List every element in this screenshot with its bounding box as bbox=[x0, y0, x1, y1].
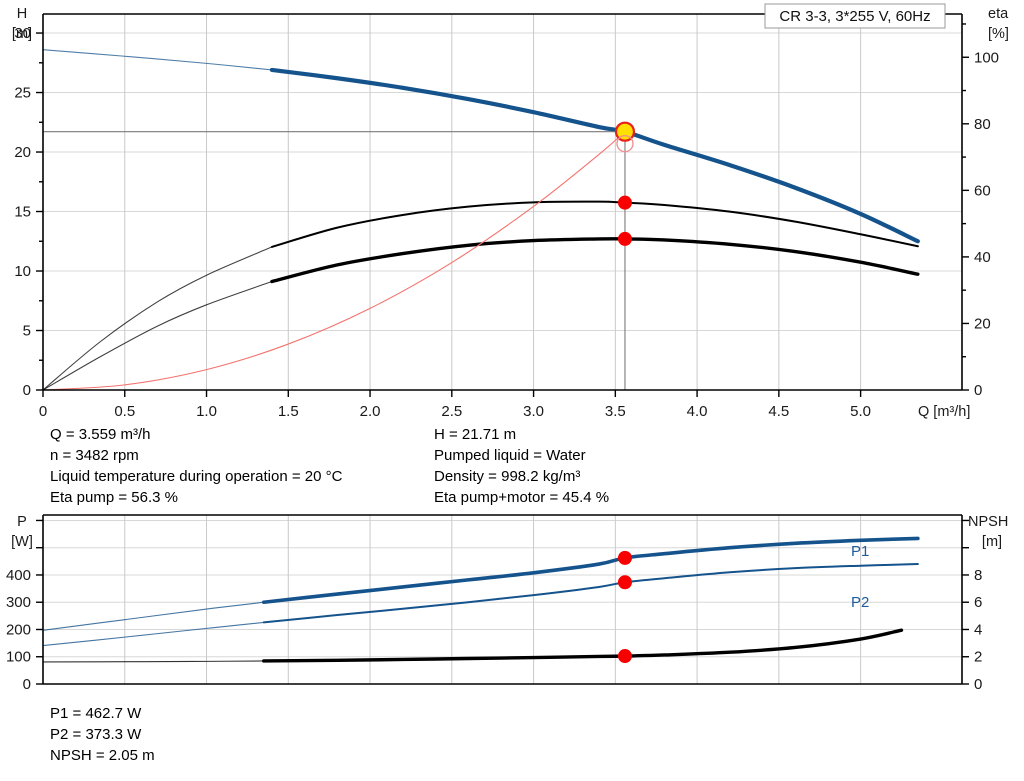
operating-info-line-1: Q = 3.559 m³/h bbox=[50, 426, 151, 443]
svg-text:2: 2 bbox=[974, 649, 982, 666]
eta-pump-point bbox=[617, 195, 632, 210]
svg-text:H: H bbox=[17, 6, 27, 22]
p2-curve-label: P2 bbox=[851, 594, 869, 611]
bottom-curve-labels: P1 P2 bbox=[851, 543, 869, 611]
head-efficiency-chart: 0 5 10 15 20 25 30 0 20 40 60 80 100 0 0.5 1.0 1.5 2.0 2.5… bbox=[12, 3, 1009, 420]
curve-p2 bbox=[42, 563, 919, 647]
svg-text:[m]: [m] bbox=[12, 26, 32, 42]
svg-text:8: 8 bbox=[974, 567, 982, 584]
svg-text:15: 15 bbox=[14, 204, 31, 221]
bottom-markers bbox=[617, 550, 632, 664]
svg-text:300: 300 bbox=[6, 594, 31, 611]
svg-text:40: 40 bbox=[974, 249, 991, 266]
operating-info-line-4: Eta pump = 56.3 % bbox=[50, 489, 178, 506]
chart-title-text: CR 3-3, 3*255 V, 60Hz bbox=[779, 8, 930, 25]
svg-text:3.0: 3.0 bbox=[523, 403, 544, 420]
top-ticks: 0 5 10 15 20 25 30 0 20 40 60 80 100 0 0.5 1.0 1.5 2.0 2.5… bbox=[14, 23, 999, 420]
duty-guidelines bbox=[43, 131, 626, 390]
svg-text:6: 6 bbox=[974, 594, 982, 611]
operating-info-line-3: Liquid temperature during operation = 20… bbox=[50, 468, 343, 485]
svg-text:5: 5 bbox=[23, 323, 31, 340]
operating-info-line-2: Pumped liquid = Water bbox=[434, 447, 586, 464]
p2-point bbox=[617, 575, 632, 590]
svg-text:10: 10 bbox=[14, 263, 31, 280]
svg-text:1.5: 1.5 bbox=[278, 403, 299, 420]
top-markers bbox=[614, 121, 636, 246]
svg-text:100: 100 bbox=[974, 49, 999, 66]
svg-text:NPSH: NPSH bbox=[968, 514, 1008, 530]
svg-text:0: 0 bbox=[23, 382, 31, 399]
operating-info-line-1: H = 21.71 m bbox=[434, 426, 517, 443]
bottom-axis-labels: P [W] NPSH [m] bbox=[11, 514, 1008, 550]
svg-text:[%]: [%] bbox=[988, 26, 1009, 42]
svg-text:200: 200 bbox=[6, 621, 31, 638]
curve-p1 bbox=[42, 536, 920, 631]
power-npsh-chart: 0 100 200 300 400 0 2 4 6 8 P [W] NPSH [m] P1 P2 bbox=[6, 514, 1008, 693]
svg-text:[W]: [W] bbox=[11, 534, 33, 550]
power-info: P1 = 462.7 W P2 = 373.3 W NPSH = 2.05 m bbox=[50, 703, 155, 766]
svg-text:4.5: 4.5 bbox=[768, 403, 789, 420]
operating-info-line-2: n = 3482 rpm bbox=[50, 447, 139, 464]
chart-title: CR 3-3, 3*255 V, 60Hz bbox=[764, 3, 946, 29]
svg-text:0.5: 0.5 bbox=[114, 403, 135, 420]
svg-text:0: 0 bbox=[23, 676, 31, 693]
svg-text:1.0: 1.0 bbox=[196, 403, 217, 420]
svg-text:2.5: 2.5 bbox=[441, 403, 462, 420]
svg-text:100: 100 bbox=[6, 649, 31, 666]
system-curve-endpoint bbox=[616, 135, 634, 153]
svg-text:25: 25 bbox=[14, 85, 31, 102]
bottom-frame bbox=[42, 514, 963, 685]
svg-text:20: 20 bbox=[14, 144, 31, 161]
curve-npsh bbox=[42, 628, 904, 663]
svg-text:80: 80 bbox=[974, 116, 991, 133]
power-info-line-2: P2 = 373.3 W bbox=[50, 726, 142, 743]
top-gridlines bbox=[43, 14, 962, 391]
svg-text:5.0: 5.0 bbox=[850, 403, 871, 420]
duty-point bbox=[614, 121, 636, 142]
svg-text:Q [m³/h]: Q [m³/h] bbox=[918, 404, 970, 420]
svg-text:eta: eta bbox=[988, 6, 1009, 22]
power-info-line-3: NPSH = 2.05 m bbox=[50, 747, 155, 764]
curve-system-curve bbox=[42, 131, 626, 391]
svg-text:0: 0 bbox=[39, 403, 47, 420]
top-axis-labels: H [m] eta [%] Q [m³/h] bbox=[12, 6, 1009, 420]
top-frame bbox=[42, 13, 963, 391]
npsh-point bbox=[617, 649, 632, 664]
svg-text:2.0: 2.0 bbox=[360, 403, 381, 420]
svg-text:400: 400 bbox=[6, 567, 31, 584]
bottom-ticks: 0 100 200 300 400 0 2 4 6 8 bbox=[6, 519, 982, 693]
operating-info-right: H = 21.71 m Pumped liquid = Water Density … bbox=[434, 424, 609, 508]
power-info-line-1: P1 = 462.7 W bbox=[50, 705, 142, 722]
p1-curve-label: P1 bbox=[851, 543, 869, 560]
operating-info-line-3: Density = 998.2 kg/m³ bbox=[434, 468, 581, 485]
svg-text:[m]: [m] bbox=[982, 534, 1002, 550]
operating-info-line-4: Eta pump+motor = 45.4 % bbox=[434, 489, 610, 506]
eta-pump-motor-point bbox=[617, 231, 632, 246]
svg-text:0: 0 bbox=[974, 676, 982, 693]
svg-text:30: 30 bbox=[14, 25, 31, 42]
svg-text:60: 60 bbox=[974, 182, 991, 199]
svg-text:P: P bbox=[17, 514, 27, 530]
svg-text:4.0: 4.0 bbox=[687, 403, 708, 420]
bottom-curves bbox=[42, 536, 920, 663]
svg-text:4: 4 bbox=[974, 621, 982, 638]
curve-eta-pump-motor bbox=[42, 237, 920, 391]
operating-info-left: Q = 3.559 m³/h n = 3482 rpm Liquid tempera… bbox=[50, 424, 342, 508]
curve-eta-pump bbox=[42, 200, 919, 391]
svg-text:0: 0 bbox=[974, 382, 982, 399]
curve-h-head- bbox=[42, 49, 920, 244]
p1-point bbox=[617, 550, 632, 565]
svg-text:3.5: 3.5 bbox=[605, 403, 626, 420]
svg-text:20: 20 bbox=[974, 315, 991, 332]
top-curves bbox=[42, 49, 920, 391]
